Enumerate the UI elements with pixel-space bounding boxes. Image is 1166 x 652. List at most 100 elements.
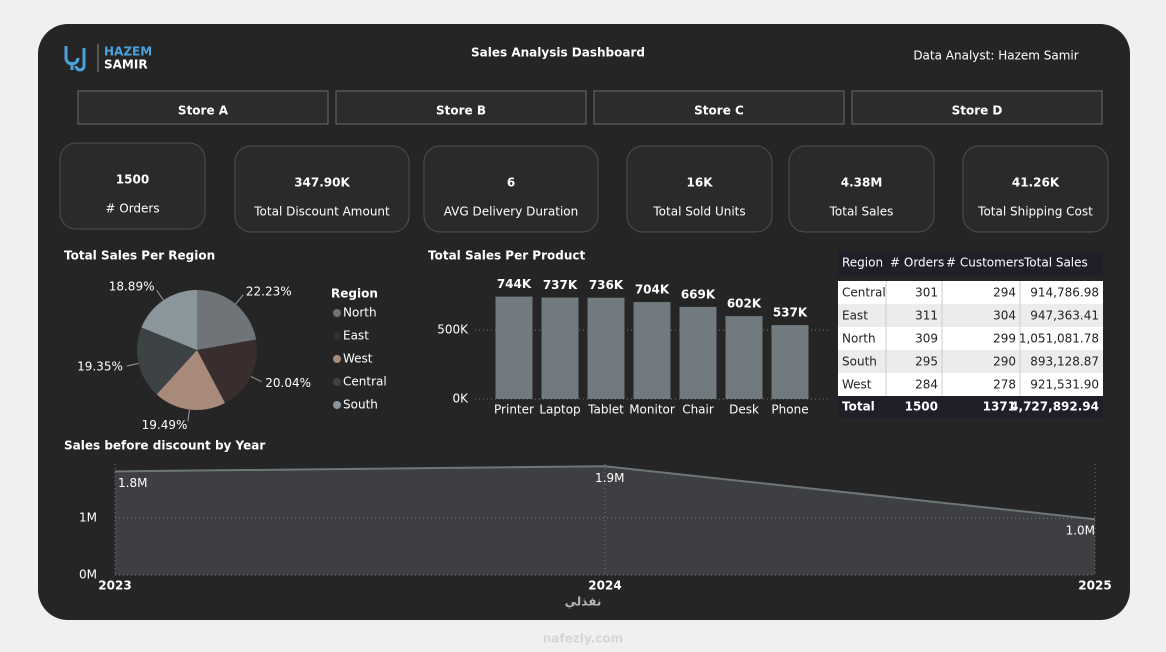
- x-tick-label: 2023: [98, 579, 131, 593]
- logo: HAZEM SAMIR: [64, 44, 152, 72]
- table-cell: 284: [915, 378, 938, 392]
- data-label: 20.04%: [265, 376, 311, 390]
- bar: [771, 325, 809, 399]
- bar: [725, 316, 763, 399]
- x-tick-label: Desk: [729, 403, 759, 417]
- table-cell: 301: [915, 286, 938, 300]
- legend-label: North: [343, 306, 377, 320]
- table-cell: 294: [993, 286, 1016, 300]
- data-label: 19.35%: [77, 359, 123, 373]
- kpi-label: # Orders: [105, 202, 159, 216]
- store-button[interactable]: [335, 90, 587, 125]
- table-header: [838, 251, 1103, 276]
- table-header-cell: # Customers: [946, 256, 1024, 270]
- store-label[interactable]: Store C: [694, 104, 744, 118]
- kpi-label: Total Shipping Cost: [977, 205, 1093, 219]
- data-label: 1.0M: [1066, 524, 1095, 538]
- y-tick-label: 0K: [452, 392, 469, 406]
- bar: [495, 296, 533, 399]
- table-header-cell: Region: [842, 256, 883, 270]
- legend-marker: [333, 309, 341, 317]
- table-row: [838, 304, 1103, 327]
- table-total-cell: 1500: [905, 400, 938, 414]
- x-tick-label: Printer: [494, 403, 534, 417]
- kpi-card: [234, 145, 410, 233]
- leader-line: [156, 290, 164, 301]
- table-row: [838, 373, 1103, 396]
- table-cell: 295: [915, 355, 938, 369]
- store-button[interactable]: [77, 90, 329, 125]
- table-cell: West: [842, 378, 872, 392]
- table-cell: North: [842, 332, 876, 346]
- table-cell: 921,531.90: [1030, 378, 1099, 392]
- table-cell: 311: [915, 309, 938, 323]
- data-label: 744K: [497, 277, 532, 291]
- table-row: [838, 327, 1103, 350]
- leader-line: [250, 375, 262, 383]
- x-tick-label: 2025: [1078, 579, 1111, 593]
- chart-title: Total Sales Per Region: [64, 249, 215, 263]
- x-tick-label: Phone: [771, 403, 808, 417]
- leader-line: [235, 294, 244, 305]
- table-cell: South: [842, 355, 877, 369]
- bar: [587, 297, 625, 399]
- legend-label: West: [343, 352, 373, 366]
- table-cell: 278: [993, 378, 1016, 392]
- table-cell: 947,363.41: [1030, 309, 1099, 323]
- table-cell: 304: [993, 309, 1016, 323]
- kpi-value: 41.26K: [1012, 176, 1060, 190]
- kpi-label: AVG Delivery Duration: [444, 205, 579, 219]
- x-tick-label: 2024: [588, 579, 621, 593]
- bar: [541, 297, 579, 399]
- kpi-card: [962, 145, 1109, 233]
- legend-label: Central: [343, 375, 387, 389]
- table-row: [838, 281, 1103, 304]
- logo-text: HAZEM: [104, 45, 152, 59]
- logo-text: SAMIR: [104, 58, 148, 72]
- kpi-label: Total Discount Amount: [253, 205, 390, 219]
- line: [114, 465, 1096, 521]
- store-label[interactable]: Store B: [436, 104, 486, 118]
- chart-title: Total Sales Per Product: [428, 249, 586, 263]
- kpi-value: 16K: [687, 176, 714, 190]
- kpi-card: [626, 145, 773, 233]
- bar: [633, 302, 671, 399]
- pie-slice: [197, 290, 257, 350]
- data-label: 704K: [635, 283, 670, 297]
- y-tick-label: 1M: [79, 511, 97, 525]
- table-cell: 893,128.87: [1030, 355, 1099, 369]
- store-button[interactable]: [593, 90, 845, 125]
- legend-marker: [333, 355, 341, 363]
- kpi-label: Total Sales: [829, 205, 894, 219]
- data-label: 736K: [589, 278, 624, 292]
- chart-title: Sales before discount by Year: [64, 439, 265, 453]
- data-label: 1.8M: [118, 476, 147, 490]
- store-button[interactable]: [851, 90, 1103, 125]
- legend-marker: [333, 401, 341, 409]
- store-label[interactable]: Store A: [178, 104, 229, 118]
- y-tick-label: 0M: [79, 568, 97, 582]
- kpi-value: 6: [507, 176, 515, 190]
- watermark-url: nafezly.com: [543, 632, 623, 646]
- table-cell: 914,786.98: [1030, 286, 1099, 300]
- analyst: Data Analyst: Hazem Samir: [913, 49, 1078, 63]
- x-tick-label: Chair: [682, 403, 714, 417]
- table-cell: 290: [993, 355, 1016, 369]
- store-label[interactable]: Store D: [952, 104, 1003, 118]
- table-header-cell: Total Sales: [1023, 256, 1088, 270]
- data-label: 18.89%: [109, 279, 155, 293]
- data-label: 22.23%: [246, 284, 292, 298]
- kpi-card: [423, 145, 599, 233]
- kpi-card: [59, 142, 206, 230]
- watermark: نفذلي: [565, 595, 602, 609]
- legend-label: East: [343, 329, 369, 343]
- pie-slice: [197, 339, 257, 404]
- pie-slice: [141, 290, 197, 350]
- kpi-value: 1500: [116, 173, 149, 187]
- data-label: 537K: [773, 306, 808, 320]
- table-header-cell: # Orders: [890, 256, 944, 270]
- kpi-value: 4.38M: [841, 176, 883, 190]
- legend-title: Region: [331, 287, 378, 301]
- table-total-cell: 4,727,892.94: [1010, 400, 1099, 414]
